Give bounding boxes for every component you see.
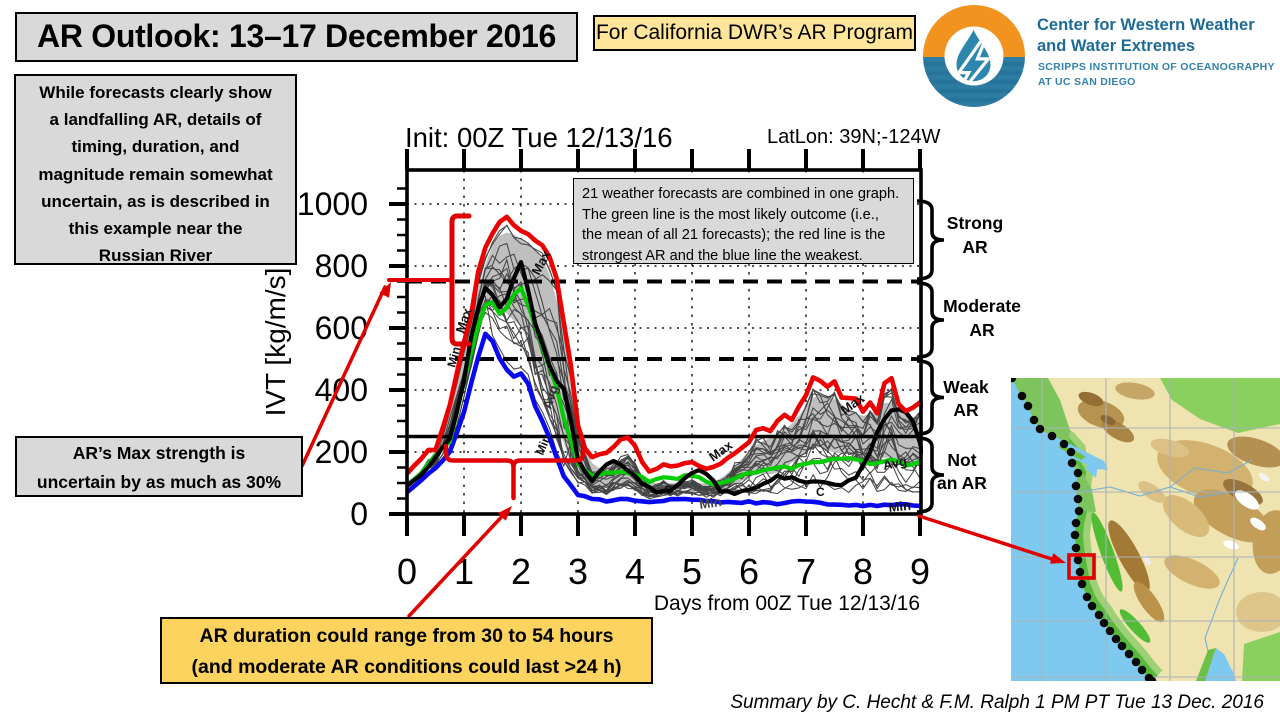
svg-text:200: 200 — [315, 434, 368, 470]
svg-text:0: 0 — [350, 496, 368, 532]
svg-text:6: 6 — [739, 551, 759, 592]
svg-text:800: 800 — [315, 248, 368, 284]
svg-text:an AR: an AR — [937, 473, 987, 493]
svg-text:AR: AR — [953, 400, 979, 420]
svg-text:Min: Min — [698, 494, 722, 512]
svg-text:C: C — [664, 483, 673, 497]
svg-text:3: 3 — [568, 551, 588, 592]
svg-text:5: 5 — [682, 551, 702, 592]
svg-text:Strong: Strong — [947, 213, 1003, 233]
svg-text:AR: AR — [962, 237, 988, 257]
svg-text:Not: Not — [947, 450, 976, 470]
svg-text:Moderate: Moderate — [943, 296, 1021, 316]
svg-text:Avg: Avg — [540, 383, 562, 411]
svg-text:1000: 1000 — [297, 186, 368, 222]
svg-text:Min: Min — [888, 498, 912, 515]
svg-text:Days from 00Z Tue 12/13/16: Days from 00Z Tue 12/13/16 — [654, 592, 920, 615]
svg-text:Init: 00Z Tue 12/13/16: Init: 00Z Tue 12/13/16 — [405, 122, 673, 153]
svg-text:4: 4 — [625, 551, 645, 592]
svg-text:7: 7 — [796, 551, 816, 592]
svg-text:8: 8 — [853, 551, 873, 592]
svg-text:C: C — [816, 485, 825, 499]
svg-text:Max: Max — [706, 437, 736, 464]
svg-text:Avg: Avg — [882, 453, 909, 473]
svg-text:9: 9 — [910, 551, 930, 592]
svg-text:IVT [kg/m/s]: IVT [kg/m/s] — [260, 268, 291, 417]
svg-text:0: 0 — [397, 551, 417, 592]
svg-text:Min: Min — [444, 345, 463, 369]
svg-text:2: 2 — [511, 551, 531, 592]
svg-text:Weak: Weak — [943, 377, 989, 397]
svg-text:AR: AR — [969, 320, 995, 340]
svg-text:LatLon: 39N;-124W: LatLon: 39N;-124W — [767, 126, 941, 148]
